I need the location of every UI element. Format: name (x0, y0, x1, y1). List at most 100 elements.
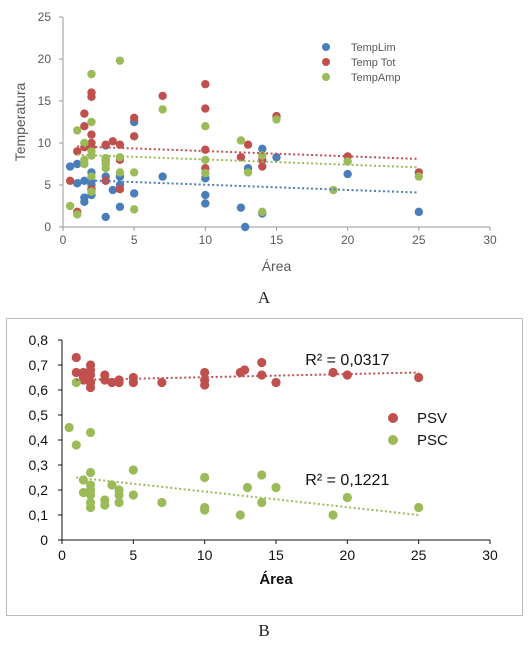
data-point-psc (200, 505, 210, 515)
data-point-temp-tot (258, 162, 267, 171)
legend-marker (322, 58, 330, 66)
data-point-tempamp (201, 155, 210, 164)
data-point-psc (257, 470, 267, 480)
data-point-temp-tot (115, 140, 125, 149)
y-tick-label: 0,6 (29, 382, 49, 398)
x-tick-label: 5 (131, 233, 138, 247)
data-point-psv (257, 357, 267, 368)
y-tick-label: 0,5 (29, 407, 49, 423)
data-point-temp-tot (129, 113, 139, 123)
data-point-temp-tot (65, 176, 75, 185)
data-point-temp-tot (80, 122, 89, 131)
data-point-psv (200, 367, 210, 378)
data-point-psv (271, 377, 281, 388)
data-point-tempamp (258, 151, 267, 160)
r-squared-label: R² = 0,1221 (305, 472, 389, 489)
data-point-psv (85, 370, 96, 380)
chart-a: 0 5 10 15 20 25 0 5 10 15 20 25 30 Área Temperatura Tem… (12, 10, 497, 274)
data-point-psv (414, 372, 424, 383)
data-point-tempamp (236, 136, 246, 145)
data-point-tempamp (201, 169, 210, 178)
data-point-tempamp (101, 153, 110, 163)
data-point-tempamp (115, 168, 125, 177)
trendline-templim (77, 178, 419, 194)
data-point-templim (108, 185, 118, 195)
data-point-tempamp (129, 168, 139, 177)
data-point-templim (414, 207, 424, 217)
data-point-temp-tot (108, 137, 118, 146)
data-point-psc (85, 490, 96, 500)
data-point-templim (80, 176, 89, 185)
x-tick-label: 30 (483, 233, 497, 247)
data-point-tempamp (87, 187, 96, 196)
data-point-templim (65, 162, 75, 171)
data-point-tempamp (201, 122, 210, 131)
data-point-psc (71, 440, 81, 450)
trendline-psv (76, 371, 419, 381)
x-tick-label: 15 (268, 547, 284, 563)
y-tick-label: 0,2 (29, 482, 49, 498)
legend-label: Temp Tot (351, 57, 395, 69)
x-tick-label: 20 (340, 547, 356, 563)
data-point-psc (128, 490, 138, 500)
x-tick-label: 15 (270, 233, 284, 247)
y-tick-label: 0,1 (29, 507, 49, 523)
data-point-templim (240, 222, 250, 232)
trendline-temp-tot (77, 145, 419, 160)
x-tick-label: 25 (411, 547, 427, 563)
data-point-tempamp (80, 138, 89, 148)
x-axis-title: Área (262, 258, 292, 274)
x-tick-label: 20 (341, 233, 355, 247)
data-point-temp-tot (201, 145, 210, 154)
data-point-templim (343, 169, 352, 179)
data-point-psc (78, 487, 88, 498)
y-tick-label: 0,4 (29, 432, 49, 448)
data-point-psc (235, 510, 245, 520)
data-point-templim (201, 199, 210, 208)
data-point-psc (85, 427, 96, 438)
data-point-temp-tot (201, 80, 210, 89)
data-point-psc (71, 377, 81, 388)
x-axis-title: Área (259, 571, 293, 588)
data-point-psv (240, 365, 250, 375)
x-tick-label: 10 (199, 233, 213, 247)
data-point-psv (200, 380, 210, 390)
trendline-psc (76, 476, 419, 516)
data-point-templim (201, 190, 210, 200)
data-point-temp-tot (101, 140, 110, 149)
y-tick-label: 25 (38, 10, 52, 24)
y-tick-label: 0,3 (29, 457, 49, 473)
data-point-temp-tot (87, 92, 96, 102)
data-point-psv (71, 367, 81, 378)
data-point-psv (128, 377, 138, 388)
data-point-tempamp (329, 185, 338, 195)
legend-label: TempLim (351, 42, 396, 54)
y-tick-label: 15 (38, 94, 52, 108)
legend-label: PSC (417, 432, 448, 449)
data-point-psc (64, 422, 74, 433)
data-point-templim (272, 153, 281, 162)
panel-label-a: A (257, 288, 271, 307)
data-point-templim (80, 193, 89, 202)
data-point-templim (158, 172, 167, 181)
data-point-templim (129, 189, 139, 198)
data-point-templim (73, 179, 82, 188)
data-point-temp-tot (80, 109, 89, 118)
data-point-tempamp (73, 210, 82, 219)
data-point-templim (115, 202, 125, 212)
data-point-tempamp (129, 205, 139, 214)
data-point-tempamp (87, 117, 96, 127)
data-point-temp-tot (115, 185, 125, 194)
x-tick-label: 25 (412, 233, 426, 247)
data-point-tempamp (87, 69, 96, 79)
data-point-tempamp (101, 164, 110, 173)
y-tick-label: 5 (44, 178, 51, 192)
y-tick-label: 0,8 (29, 332, 49, 348)
data-point-tempamp (414, 172, 424, 181)
y-tick-label: 0,7 (29, 357, 49, 373)
y-tick-label: 20 (38, 52, 52, 66)
data-point-psc (200, 472, 210, 483)
data-point-tempamp (343, 157, 352, 166)
legend-marker (388, 435, 398, 445)
legend-marker (322, 73, 330, 81)
